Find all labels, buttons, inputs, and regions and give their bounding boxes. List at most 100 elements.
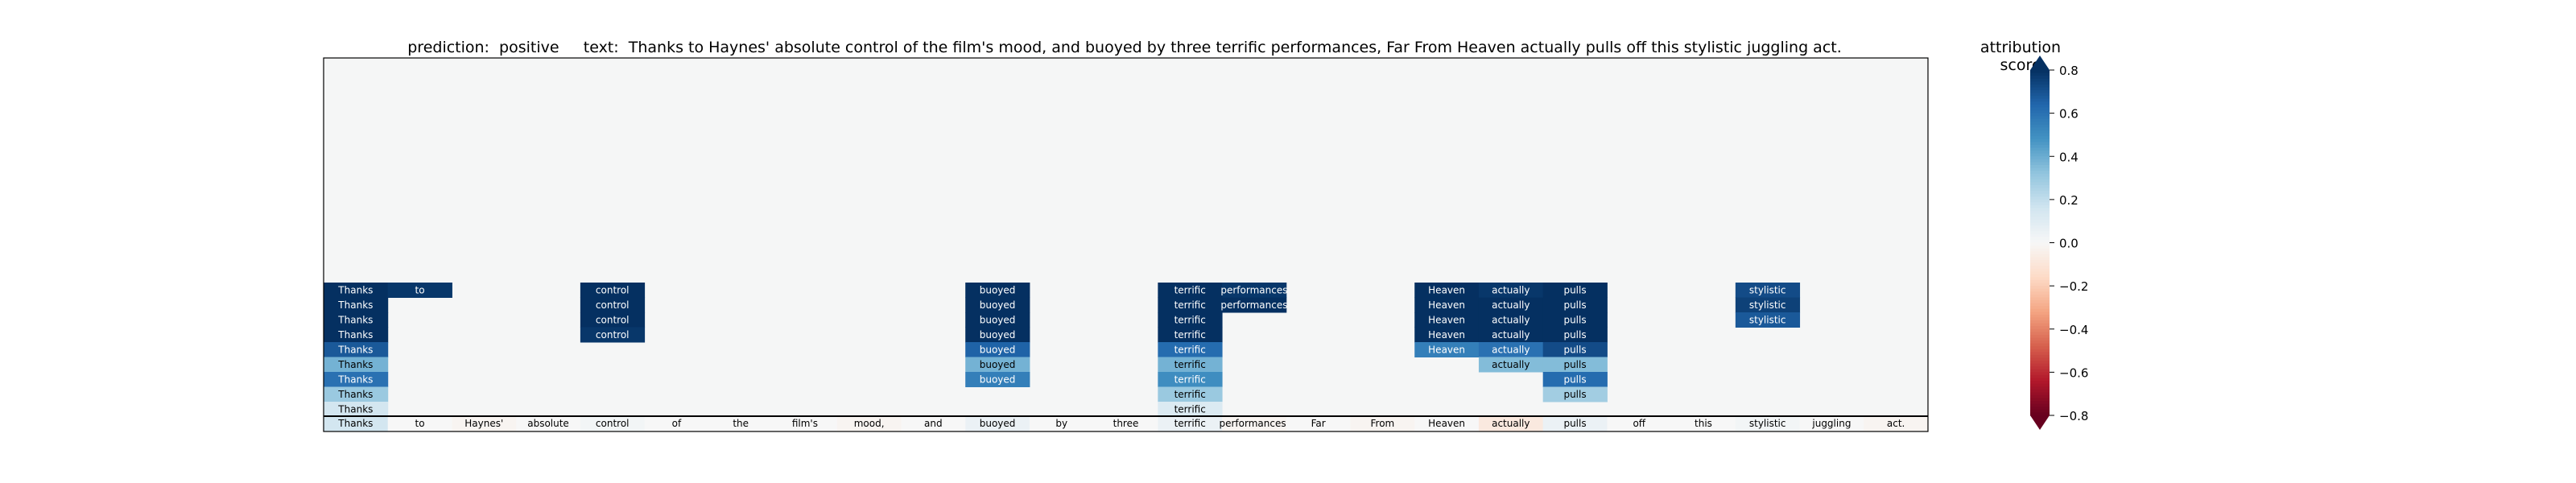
heatmap-cell — [965, 283, 1030, 298]
heatmap-cell — [324, 312, 389, 328]
heatmap-cell — [1542, 386, 1608, 402]
colorbar-segment — [2030, 228, 2050, 232]
colorbar-segment — [2030, 306, 2050, 310]
colorbar-segment — [2030, 237, 2050, 241]
heatmap-cell — [324, 342, 389, 357]
heatmap-cell — [965, 297, 1030, 313]
token-label: of — [672, 418, 682, 429]
cell-label: terrific — [1174, 403, 1206, 415]
heatmap-cell — [324, 327, 389, 343]
colorbar-segment — [2030, 383, 2050, 387]
colorbar-segment — [2030, 407, 2050, 411]
colorbar-segment — [2030, 162, 2050, 166]
token-label: by — [1055, 418, 1067, 429]
colorbar-segment — [2030, 182, 2050, 186]
colorbar-segment — [2030, 398, 2050, 402]
token-label: act. — [1887, 418, 1905, 429]
cell-label: buoyed — [980, 299, 1016, 311]
colorbar-segment — [2030, 328, 2050, 332]
colorbar-segment — [2030, 317, 2050, 321]
cell-label: actually — [1492, 299, 1530, 311]
cell-label: Heaven — [1428, 284, 1465, 295]
colorbar-segment — [2030, 271, 2050, 275]
heatmap-cell — [1735, 283, 1801, 298]
heatmap-cell — [1542, 297, 1608, 313]
cell-label: terrific — [1174, 314, 1206, 325]
colorbar-segment — [2030, 288, 2050, 292]
colorbar-segment — [2030, 130, 2050, 134]
colorbar-tick-label: 0.4 — [2059, 150, 2079, 164]
cell-label: Heaven — [1428, 314, 1465, 325]
cell-label: Thanks — [337, 284, 373, 295]
cell-label: buoyed — [980, 284, 1016, 295]
token-label: absolute — [527, 418, 569, 429]
cell-label: performances — [1220, 299, 1287, 311]
heatmap-cell — [324, 297, 389, 313]
cell-label: stylistic — [1749, 314, 1786, 325]
heatmap-cell — [1542, 372, 1608, 387]
token-label: control — [596, 418, 630, 429]
cell-label: terrific — [1174, 359, 1206, 370]
colorbar-segment — [2030, 279, 2050, 284]
colorbar-segment — [2030, 337, 2050, 341]
colorbar-segment — [2030, 171, 2050, 175]
heatmap-cell — [1542, 283, 1608, 298]
colorbar-segment — [2030, 72, 2050, 76]
token-cell — [1799, 417, 1864, 431]
token-label: Heaven — [1428, 418, 1465, 429]
token-cell — [1671, 417, 1736, 431]
colorbar-segment — [2030, 188, 2050, 192]
cell-label: Thanks — [337, 389, 373, 400]
colorbar-segment — [2030, 104, 2050, 109]
token-label: and — [924, 418, 943, 429]
colorbar-segment — [2030, 341, 2050, 345]
colorbar-segment — [2030, 300, 2050, 304]
heatmap-cell — [1542, 357, 1608, 373]
heatmap-cell — [965, 342, 1030, 357]
token-cell — [516, 417, 581, 431]
heatmap-cell — [1735, 312, 1801, 328]
heatmap-cell — [324, 372, 389, 387]
colorbar-segment — [2030, 116, 2050, 120]
colorbar-segment — [2030, 81, 2050, 85]
heatmap-cell — [1158, 283, 1223, 298]
colorbar-segment — [2030, 262, 2050, 266]
colorbar-extend-top — [2030, 56, 2050, 70]
token-label: pulls — [1563, 418, 1586, 429]
cell-label: actually — [1492, 314, 1530, 325]
colorbar-segment — [2030, 213, 2050, 217]
token-cell — [1607, 417, 1672, 431]
token-cell — [1093, 417, 1158, 431]
colorbar-segment — [2030, 294, 2050, 299]
cell-label: pulls — [1563, 359, 1586, 370]
colorbar-segment — [2030, 268, 2050, 272]
token-cell — [387, 417, 452, 431]
colorbar-segment — [2030, 381, 2050, 385]
colorbar-segment — [2030, 70, 2050, 74]
token-cell — [1542, 417, 1608, 431]
token-cell — [1286, 417, 1352, 431]
token-cell — [1029, 417, 1095, 431]
token-label: Haynes' — [464, 418, 503, 429]
colorbar-segment — [2030, 185, 2050, 189]
heatmap-cell — [1735, 297, 1801, 313]
colorbar-segment — [2030, 254, 2050, 258]
colorbar-segment — [2030, 118, 2050, 122]
heatmap-cell — [1542, 327, 1608, 343]
cell-label: terrific — [1174, 299, 1206, 311]
colorbar-segment — [2030, 222, 2050, 226]
cell-label: terrific — [1174, 374, 1206, 385]
token-label: Thanks — [337, 418, 373, 429]
colorbar-segment — [2030, 159, 2050, 163]
colorbar-segment — [2030, 101, 2050, 105]
colorbar-segment — [2030, 98, 2050, 102]
colorbar-segment — [2030, 90, 2050, 94]
colorbar-segment — [2030, 412, 2050, 416]
heatmap-cell — [324, 357, 389, 373]
cell-label: control — [596, 329, 630, 341]
token-cell — [1864, 417, 1929, 431]
colorbar-segment — [2030, 113, 2050, 117]
heatmap-cell — [1414, 312, 1480, 328]
token-cell — [1158, 417, 1223, 431]
colorbar-segment — [2030, 179, 2050, 184]
